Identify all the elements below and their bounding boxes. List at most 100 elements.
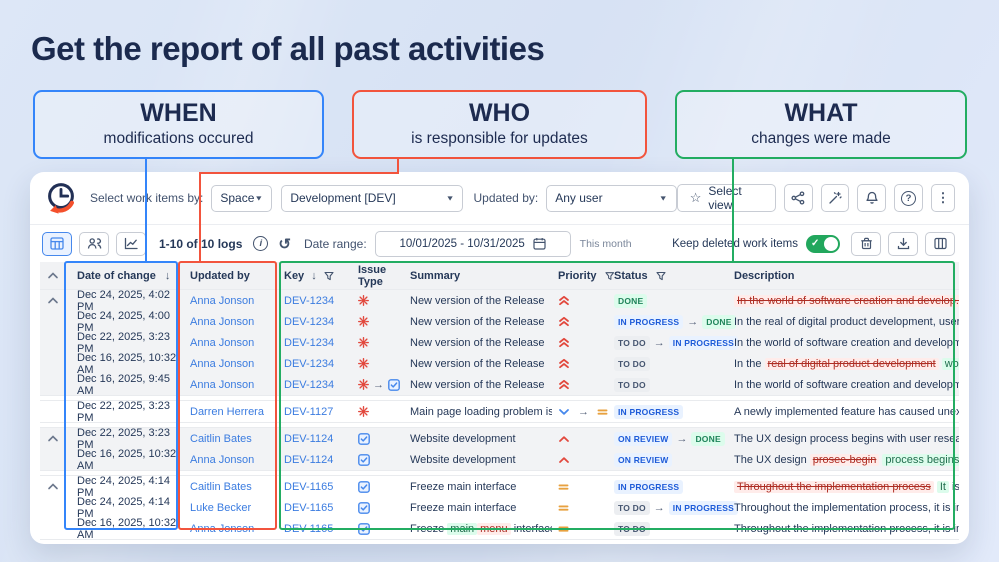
header-updated-by[interactable]: Updated by (190, 269, 250, 282)
user-select[interactable]: Any user ▼ (546, 184, 677, 212)
issue-key-link[interactable]: DEV-1165 (284, 480, 334, 493)
issue-key-link[interactable]: DEV-1234 (284, 378, 335, 391)
issue-key-link[interactable]: DEV-1234 (284, 315, 335, 328)
issue-key-link[interactable]: DEV-1165 (284, 522, 334, 535)
select-view-button[interactable]: ☆ Select view (676, 184, 776, 212)
table-row[interactable]: Dec 22, 2025, 3:23 PM Caitlin Bates DEV-11… (40, 427, 959, 451)
date-range-input[interactable]: 10/01/2025 - 10/31/2025 (374, 230, 571, 257)
keep-deleted-toggle[interactable]: ✓ (806, 234, 840, 253)
added-text: main (447, 522, 478, 535)
header-summary[interactable]: Summary (410, 269, 461, 282)
cell-issue-type (354, 522, 410, 535)
cell-status: IN PROGRESS → DONE (614, 314, 736, 329)
table-row[interactable]: Dec 24, 2025, 4:14 PM Caitlin Bates DEV-11… (40, 475, 959, 499)
cell-key: DEV-1124 (278, 433, 354, 445)
plain-text: New version of the Release (410, 294, 545, 307)
collapse-all-chevron-icon[interactable] (40, 272, 66, 279)
issue-key-link[interactable]: DEV-1124 (284, 432, 334, 445)
cell-updated-by-link[interactable]: Anna Jonson (190, 453, 255, 466)
table-row[interactable]: Dec 22, 2025, 3:23 PM Anna Jonson DEV-1234… (40, 331, 959, 355)
cell-updated-by-link[interactable]: Darren Herrera (190, 405, 264, 418)
removed-text: real of digital product development (764, 357, 939, 370)
group-expander-chevron-icon[interactable] (40, 435, 66, 442)
header-description[interactable]: Description (734, 269, 795, 282)
check-icon: ✓ (811, 238, 820, 249)
header-priority[interactable]: Priority (552, 270, 614, 282)
plain-text: In the world of software creation and de… (734, 336, 959, 349)
space-dropdown[interactable]: Space ▼ (211, 184, 273, 212)
share-button[interactable] (783, 184, 813, 212)
cell-updated-by-link[interactable]: Anna Jonson (190, 336, 255, 349)
columns-button[interactable] (925, 231, 955, 256)
table-view-button[interactable] (42, 231, 72, 256)
cell-key: DEV-1234 (278, 358, 354, 370)
more-menu-button[interactable]: ⋮ (930, 184, 956, 212)
cell-key: DEV-1234 (278, 337, 354, 349)
group-expander-chevron-icon[interactable] (40, 483, 66, 490)
issue-key-link[interactable]: DEV-1165 (284, 501, 334, 514)
plain-text: The UX design process begins with user r… (734, 432, 959, 445)
plain-text: Freeze main interface (410, 501, 517, 514)
issue-key-link[interactable]: DEV-1234 (284, 357, 335, 370)
info-icon[interactable]: i (253, 236, 269, 251)
priority-high-icon (558, 435, 570, 443)
plain-text: Website development (410, 432, 516, 445)
refresh-icon[interactable]: ↺ (278, 235, 291, 253)
status-badge: TO DO (614, 500, 650, 515)
cell-updated-by-link[interactable]: Anna Jonson (190, 522, 255, 535)
cell-issue-type (354, 453, 410, 466)
cell-updated-by-link[interactable]: Anna Jonson (190, 315, 255, 328)
table-row[interactable]: Dec 16, 2025, 10:32 AM Anna Jonson DEV-112… (40, 448, 959, 472)
group-expander-chevron-icon[interactable] (40, 297, 66, 304)
cell-updated-by-link[interactable]: Caitlin Bates (190, 432, 252, 445)
cell-updated-by-link[interactable]: Anna Jonson (190, 378, 255, 391)
issue-key-link[interactable]: DEV-1127 (284, 405, 334, 418)
range-hint: This month (579, 237, 632, 250)
users-view-button[interactable] (79, 231, 109, 256)
header-status[interactable]: Status (614, 270, 734, 282)
cell-summary: Freeze main interface (410, 481, 552, 493)
automation-button[interactable] (820, 184, 850, 212)
cell-updated-by-link[interactable]: Luke Becker (190, 501, 252, 514)
filter-icon (656, 271, 666, 280)
cell-updated-by-link[interactable]: Caitlin Bates (190, 480, 252, 493)
issue-key-link[interactable]: DEV-1234 (284, 294, 335, 307)
cell-updated-by-link[interactable]: Anna Jonson (190, 357, 255, 370)
sort-desc-icon[interactable]: ↓ (164, 269, 171, 282)
export-button[interactable] (888, 231, 918, 256)
cell-summary: New version of the Release (410, 358, 552, 370)
cell-issue-type (354, 480, 410, 493)
delete-button[interactable] (851, 231, 881, 256)
table-row[interactable]: Dec 16, 2025, 9:45 AM Anna Jonson DEV-1234… (40, 373, 959, 397)
cell-status: TO DO (614, 521, 734, 536)
table-row[interactable]: Dec 24, 2025, 4:14 PM Luke Becker DEV-1165… (40, 496, 959, 520)
sort-desc-icon[interactable]: ↓ (311, 269, 317, 282)
cell-issue-type (354, 432, 410, 445)
header-key[interactable]: Key ↓ (278, 270, 354, 282)
cell-key: DEV-1234 (278, 316, 354, 328)
status-badge: IN PROGRESS (668, 335, 739, 350)
status-badge: DONE (614, 293, 648, 308)
chart-view-button[interactable] (116, 231, 146, 256)
table-row[interactable]: Dec 22, 2025, 3:23 PM Darren Herrera DEV-1… (40, 400, 959, 424)
notifications-button[interactable] (857, 184, 887, 212)
table-row[interactable]: Dec 16, 2025, 10:32 AM Anna Jonson DEV-116… (40, 517, 959, 541)
header-issue-type[interactable]: Issue Type (358, 263, 387, 288)
issue-key-link[interactable]: DEV-1124 (284, 453, 334, 466)
cell-priority (552, 358, 614, 369)
header-date-of-change[interactable]: Date of change ↓ (77, 269, 171, 282)
transition-arrow-icon: → (653, 336, 665, 349)
table-row[interactable]: Dec 16, 2025, 10:32 AM Anna Jonson DEV-123… (40, 352, 959, 376)
table-row[interactable]: Dec 24, 2025, 4:02 PM Anna Jonson DEV-1234… (40, 289, 959, 313)
cell-description: Throughout the implementation process, i… (734, 502, 959, 514)
table-group: Dec 22, 2025, 3:23 PM Darren Herrera DEV-1… (40, 400, 959, 424)
table-row[interactable]: Dec 24, 2025, 4:00 PM Anna Jonson DEV-1234… (40, 310, 959, 334)
issue-key-link[interactable]: DEV-1234 (284, 336, 335, 349)
removed-text: In the world of software creation and de… (734, 294, 959, 307)
cell-updated-by-link[interactable]: Anna Jonson (190, 294, 255, 307)
project-select[interactable]: Development [DEV] ▼ (281, 184, 464, 212)
transition-arrow-icon: → (687, 315, 699, 328)
chevron-down-icon: ▼ (658, 194, 668, 202)
help-button[interactable]: ? (894, 184, 923, 212)
